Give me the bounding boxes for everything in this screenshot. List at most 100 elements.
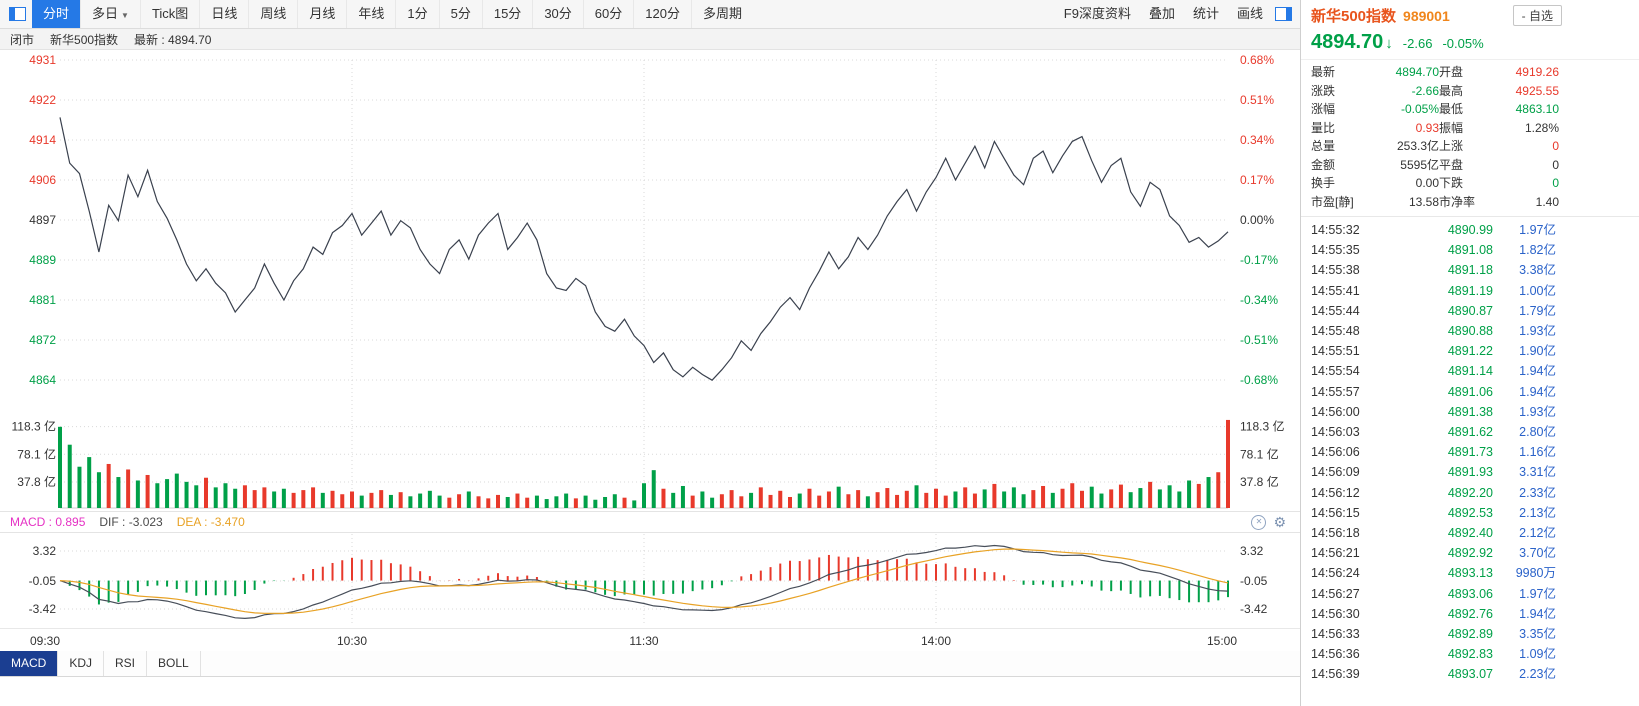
toolbar-tab-1min[interactable]: 1分 bbox=[395, 0, 438, 28]
tick-row: 14:55:57 4891.06 1.94亿 bbox=[1301, 382, 1639, 402]
quote-stats-table: 最新 4894.70 开盘 4919.26 涨跌 -2.66 最高 4925.55 涨幅 -0.0… bbox=[1301, 60, 1639, 217]
tick-price: 4893.07 bbox=[1447, 667, 1493, 682]
layout-toggle-icon[interactable] bbox=[9, 7, 26, 21]
close-indicator-icon[interactable]: ✕ bbox=[1251, 514, 1267, 530]
quote-stat-label: 开盘 bbox=[1439, 65, 1464, 79]
tick-amount: 2.12亿 bbox=[1519, 526, 1556, 541]
panel-toggle-icon[interactable] bbox=[1275, 7, 1292, 21]
svg-text:0.00%: 0.00% bbox=[1240, 213, 1274, 227]
tick-row: 14:56:12 4892.20 2.33亿 bbox=[1301, 483, 1639, 503]
quote-stat-label: 总量 bbox=[1311, 139, 1336, 153]
tick-price: 4891.14 bbox=[1447, 364, 1493, 379]
quote-stat-value: 0 bbox=[1552, 157, 1559, 172]
quote-panel: 新华500指数 989001 - 自选 4894.70 ↓ -2.66 -0.05… bbox=[1300, 0, 1639, 706]
toolbar-overlay-button[interactable]: 叠加 bbox=[1148, 6, 1175, 21]
tick-amount: 3.31亿 bbox=[1519, 465, 1556, 480]
svg-text:-0.34%: -0.34% bbox=[1240, 293, 1278, 307]
quote-panel-header: 新华500指数 989001 - 自选 4894.70 ↓ -2.66 -0.05… bbox=[1301, 0, 1639, 60]
macd-header-icons: ✕ ⚙ bbox=[1251, 514, 1300, 530]
intraday-chart[interactable]: 4931 0.68% 4922 0.51% 4914 0.34% 4906 0.17% 4897… bbox=[0, 50, 1300, 650]
tick-amount: 2.23亿 bbox=[1519, 667, 1556, 682]
time-axis-label: 09:30 bbox=[29, 634, 61, 648]
tick-amount: 1.16亿 bbox=[1519, 445, 1556, 460]
svg-text:0.17%: 0.17% bbox=[1240, 173, 1274, 187]
svg-text:-0.05: -0.05 bbox=[29, 574, 57, 588]
toolbar-tab-60min[interactable]: 60分 bbox=[582, 0, 633, 28]
tick-price: 4890.87 bbox=[1447, 303, 1493, 318]
tick-row: 14:56:06 4891.73 1.16亿 bbox=[1301, 442, 1639, 462]
indicator-tab-macd[interactable]: MACD bbox=[0, 651, 59, 676]
tick-price: 4891.06 bbox=[1447, 384, 1493, 399]
tick-row: 14:55:35 4891.08 1.82亿 bbox=[1301, 240, 1639, 260]
toolbar-tab-tick[interactable]: Tick图 bbox=[139, 0, 199, 28]
quote-stat-value: 0.93 bbox=[1415, 120, 1439, 135]
chart-area: 分时 多日 ▼ Tick图 日线 周线 月线 年线 1分 5分 15分 30分 60分 120分 多周期 F… bbox=[0, 0, 1300, 706]
tick-row: 14:55:41 4891.19 1.00亿 bbox=[1301, 281, 1639, 301]
tick-row: 14:56:00 4891.38 1.93亿 bbox=[1301, 402, 1639, 422]
bottom-filler bbox=[0, 677, 1300, 706]
tick-amount: 3.38亿 bbox=[1519, 263, 1556, 278]
quote-stat-value: 0.00 bbox=[1415, 176, 1439, 190]
market-status: 闭市 bbox=[10, 32, 35, 47]
svg-text:4914: 4914 bbox=[29, 133, 56, 147]
toolbar-tab-120min[interactable]: 120分 bbox=[633, 0, 691, 28]
svg-text:-0.05: -0.05 bbox=[1240, 574, 1268, 588]
tick-row: 14:55:44 4890.87 1.79亿 bbox=[1301, 301, 1639, 321]
toolbar-tab-yearly[interactable]: 年线 bbox=[346, 0, 395, 28]
toolbar-tab-multi-period[interactable]: 多周期 bbox=[690, 0, 753, 28]
tick-time: 14:56:36 bbox=[1311, 647, 1360, 662]
stock-name: 新华500指数 bbox=[1311, 8, 1397, 25]
tick-row: 14:56:33 4892.89 3.35亿 bbox=[1301, 624, 1639, 644]
toolbar-tab-15min[interactable]: 15分 bbox=[481, 0, 532, 28]
tick-amount: 1.94亿 bbox=[1519, 384, 1556, 399]
svg-text:0.34%: 0.34% bbox=[1240, 133, 1274, 147]
quote-stat-value: -0.05% bbox=[1400, 102, 1439, 116]
tick-row: 14:56:36 4892.83 1.09亿 bbox=[1301, 644, 1639, 664]
tick-amount: 2.33亿 bbox=[1519, 485, 1556, 500]
tick-time: 14:55:38 bbox=[1311, 263, 1360, 278]
toolbar-tab-daily[interactable]: 日线 bbox=[199, 0, 248, 28]
indicator-tab-kdj[interactable]: KDJ bbox=[58, 651, 105, 676]
quote-stat-label: 最高 bbox=[1439, 83, 1464, 98]
tick-time: 14:55:48 bbox=[1311, 324, 1360, 339]
toolbar-tab-multi-day[interactable]: 多日 ▼ bbox=[80, 0, 140, 28]
svg-text:4864: 4864 bbox=[29, 373, 56, 387]
tick-row: 14:55:38 4891.18 3.38亿 bbox=[1301, 260, 1639, 280]
quote-stat-label: 上涨 bbox=[1439, 139, 1464, 153]
tick-row: 14:56:27 4893.06 1.97亿 bbox=[1301, 584, 1639, 604]
indicator-tab-boll[interactable]: BOLL bbox=[147, 651, 201, 676]
price-row: 4894.70 ↓ -2.66 -0.05% bbox=[1311, 31, 1629, 54]
svg-text:78.1 亿: 78.1 亿 bbox=[17, 446, 56, 461]
tick-list[interactable]: 14:55:32 4890.99 1.97亿 14:55:35 4891.08 1.82亿… bbox=[1301, 217, 1639, 706]
tick-price: 4892.76 bbox=[1447, 606, 1493, 621]
time-axis-label: 11:30 bbox=[629, 634, 659, 648]
tick-price: 4890.88 bbox=[1447, 324, 1493, 339]
tick-row: 14:56:15 4892.53 2.13亿 bbox=[1301, 503, 1639, 523]
stock-code: 989001 bbox=[1403, 8, 1450, 24]
tick-time: 14:55:51 bbox=[1311, 344, 1360, 359]
svg-text:4881: 4881 bbox=[29, 293, 56, 307]
toolbar-tab-fenshi[interactable]: 分时 bbox=[32, 0, 81, 28]
quote-stat-value: 1.28% bbox=[1524, 120, 1559, 135]
tick-row: 14:56:24 4893.13 9980万 bbox=[1301, 563, 1639, 583]
toolbar-tab-weekly[interactable]: 周线 bbox=[248, 0, 297, 28]
svg-text:4889: 4889 bbox=[29, 253, 56, 267]
quote-stat-value: 253.3亿 bbox=[1396, 139, 1439, 153]
tick-time: 14:56:18 bbox=[1311, 526, 1360, 541]
indicator-tab-rsi[interactable]: RSI bbox=[104, 651, 148, 676]
toolbar-stats-button[interactable]: 统计 bbox=[1192, 6, 1219, 21]
toolbar-tab-monthly[interactable]: 月线 bbox=[297, 0, 346, 28]
quote-stat-label: 平盘 bbox=[1439, 157, 1464, 172]
toolbar-tab-30min[interactable]: 30分 bbox=[532, 0, 582, 28]
svg-text:-3.42: -3.42 bbox=[1240, 602, 1268, 616]
toolbar-draw-button[interactable]: 画线 bbox=[1236, 6, 1263, 21]
price-line bbox=[59, 117, 1229, 381]
tick-row: 14:56:39 4893.07 2.23亿 bbox=[1301, 664, 1639, 684]
toolbar-f9-depth-button[interactable]: F9深度资料 bbox=[1063, 6, 1131, 21]
gear-icon[interactable]: ⚙ bbox=[1273, 514, 1286, 530]
remove-watchlist-button[interactable]: - 自选 bbox=[1512, 5, 1562, 26]
tick-time: 14:55:41 bbox=[1311, 283, 1360, 298]
tick-price: 4890.99 bbox=[1447, 223, 1493, 237]
svg-text:3.32: 3.32 bbox=[33, 544, 57, 558]
toolbar-tab-5min[interactable]: 5分 bbox=[438, 0, 482, 28]
